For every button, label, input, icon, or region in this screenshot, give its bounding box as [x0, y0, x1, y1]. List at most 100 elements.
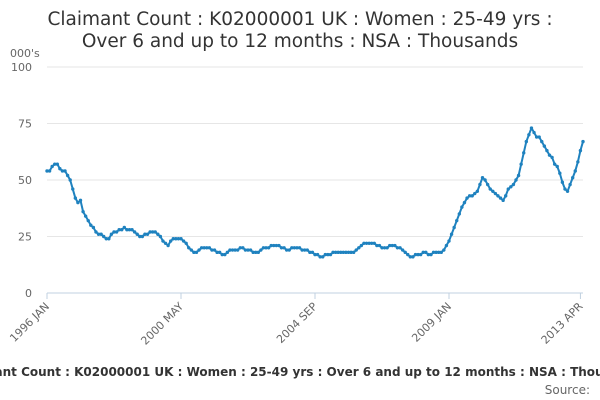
data-point[interactable]	[421, 250, 425, 255]
data-point[interactable]	[220, 252, 224, 257]
data-point[interactable]	[81, 209, 85, 214]
data-point[interactable]	[174, 237, 178, 241]
data-point[interactable]	[290, 246, 294, 250]
data-point[interactable]	[452, 225, 456, 230]
data-point[interactable]	[411, 255, 415, 259]
data-point[interactable]	[354, 248, 358, 252]
data-point[interactable]	[436, 250, 441, 255]
data-point[interactable]	[284, 248, 289, 252]
data-point[interactable]	[215, 250, 219, 255]
data-point[interactable]	[210, 248, 214, 252]
data-point[interactable]	[573, 169, 577, 173]
data-point[interactable]	[109, 232, 114, 236]
data-point[interactable]	[434, 250, 438, 255]
data-point[interactable]	[246, 248, 250, 252]
data-point[interactable]	[439, 250, 443, 255]
data-point[interactable]	[127, 228, 132, 232]
data-point[interactable]	[385, 246, 389, 250]
data-point[interactable]	[197, 248, 201, 252]
data-point[interactable]	[60, 169, 65, 173]
data-point[interactable]	[310, 250, 315, 255]
data-point[interactable]	[380, 246, 384, 250]
data-point[interactable]	[339, 250, 343, 255]
data-point[interactable]	[475, 189, 480, 193]
data-point[interactable]	[540, 139, 544, 144]
data-point[interactable]	[493, 191, 498, 196]
data-point[interactable]	[228, 248, 232, 252]
data-point[interactable]	[465, 196, 469, 200]
data-point[interactable]	[202, 246, 206, 250]
data-point[interactable]	[73, 196, 78, 200]
data-point[interactable]	[274, 243, 279, 248]
data-point[interactable]	[364, 241, 369, 245]
data-point[interactable]	[372, 241, 376, 245]
data-point[interactable]	[140, 234, 145, 239]
data-point[interactable]	[467, 194, 472, 198]
data-point[interactable]	[400, 248, 405, 252]
data-point[interactable]	[101, 234, 106, 239]
data-point[interactable]	[96, 232, 101, 236]
data-point[interactable]	[565, 189, 570, 193]
data-point[interactable]	[431, 250, 436, 255]
data-point[interactable]	[166, 243, 170, 248]
data-point[interactable]	[478, 182, 482, 187]
data-point[interactable]	[547, 153, 552, 157]
data-point[interactable]	[323, 252, 328, 257]
data-point[interactable]	[455, 218, 459, 223]
data-point[interactable]	[375, 243, 379, 248]
data-point[interactable]	[532, 130, 536, 135]
data-point[interactable]	[403, 250, 407, 255]
data-point[interactable]	[524, 139, 529, 144]
data-point[interactable]	[563, 187, 567, 191]
data-point[interactable]	[480, 176, 485, 180]
data-point[interactable]	[261, 246, 266, 250]
data-point[interactable]	[416, 252, 420, 257]
data-point[interactable]	[179, 237, 183, 241]
data-point[interactable]	[176, 237, 181, 241]
data-point[interactable]	[560, 180, 565, 184]
data-point[interactable]	[519, 162, 523, 166]
data-point[interactable]	[359, 243, 364, 248]
data-point[interactable]	[78, 198, 83, 203]
data-point[interactable]	[570, 176, 575, 180]
data-point[interactable]	[341, 250, 346, 255]
data-point[interactable]	[122, 225, 127, 230]
data-point[interactable]	[516, 173, 521, 178]
data-point[interactable]	[68, 178, 72, 182]
data-point[interactable]	[406, 252, 410, 257]
data-point[interactable]	[444, 243, 449, 248]
data-point[interactable]	[382, 246, 387, 250]
data-point[interactable]	[424, 250, 428, 255]
data-point[interactable]	[55, 162, 60, 166]
data-point[interactable]	[225, 250, 230, 255]
data-point[interactable]	[282, 246, 286, 250]
data-point[interactable]	[308, 250, 312, 255]
data-point[interactable]	[148, 230, 152, 234]
data-point[interactable]	[388, 243, 392, 248]
data-point[interactable]	[91, 225, 96, 230]
data-point[interactable]	[158, 234, 163, 239]
data-point[interactable]	[150, 230, 155, 234]
data-point[interactable]	[58, 167, 62, 171]
data-point[interactable]	[457, 212, 462, 216]
data-point[interactable]	[462, 200, 467, 205]
data-point[interactable]	[534, 135, 539, 139]
data-point[interactable]	[217, 250, 222, 255]
data-point[interactable]	[130, 228, 134, 232]
data-point[interactable]	[269, 243, 273, 248]
data-point[interactable]	[114, 230, 119, 234]
data-point[interactable]	[300, 248, 304, 252]
data-point[interactable]	[143, 232, 147, 236]
data-point[interactable]	[552, 162, 557, 166]
data-point[interactable]	[65, 173, 70, 178]
data-point[interactable]	[328, 252, 333, 257]
data-point[interactable]	[550, 155, 554, 160]
data-point[interactable]	[491, 189, 495, 193]
data-point[interactable]	[112, 230, 116, 234]
data-point[interactable]	[315, 252, 320, 257]
data-point[interactable]	[470, 194, 474, 198]
data-point[interactable]	[558, 171, 562, 175]
data-point[interactable]	[297, 246, 302, 250]
data-point[interactable]	[272, 243, 276, 248]
data-point[interactable]	[545, 148, 549, 153]
